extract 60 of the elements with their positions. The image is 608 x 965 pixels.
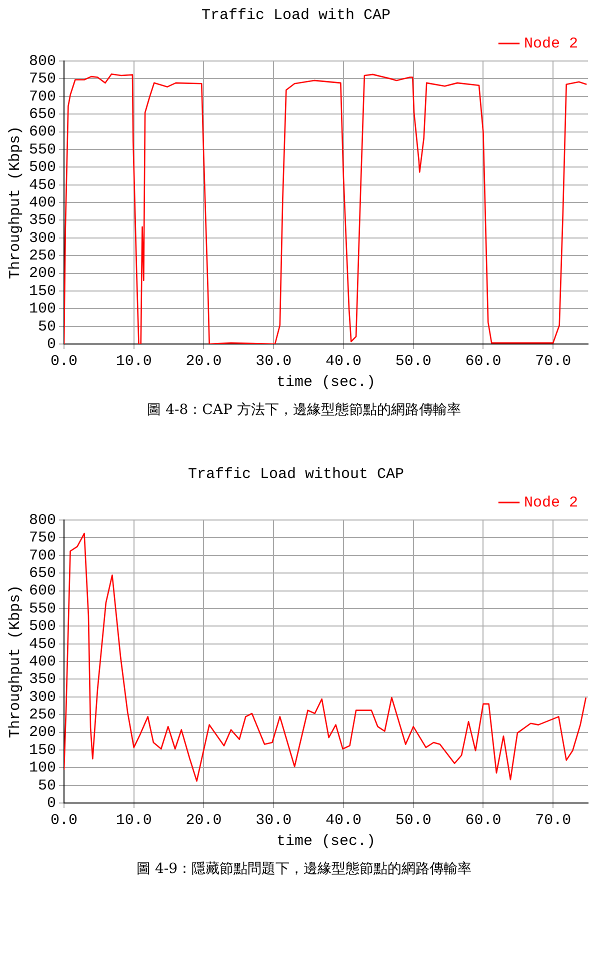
y-tick-label: 500 [28,618,56,636]
y-tick-label: 300 [28,688,56,706]
y-tick-label: 0 [46,794,56,812]
x-tick-label: 70.0 [535,812,572,829]
x-tick-label: 10.0 [116,812,152,829]
y-axis-title: Throughput (Kbps) [6,584,24,738]
y-tick-label: 150 [28,742,56,759]
y-tick-label: 650 [28,565,56,582]
x-tick-label: 30.0 [256,352,292,370]
x-axis-title: time (sec.) [276,374,376,391]
y-tick-label: 150 [28,282,56,300]
x-tick-label: 60.0 [465,352,502,370]
y-tick-label: 350 [28,212,56,230]
y-tick-label: 0 [46,336,56,353]
x-axis-title: time (sec.) [276,832,376,850]
x-tick-label: 10.0 [116,352,152,370]
y-tick-label: 500 [28,159,56,176]
x-tick-label: 60.0 [465,812,502,829]
y-tick-label: 350 [28,671,56,688]
y-tick-label: 400 [28,653,56,670]
x-tick-label: 50.0 [395,812,432,829]
x-tick-label: 50.0 [395,352,432,370]
y-tick-label: 600 [28,124,56,141]
y-tick-label: 450 [28,176,56,194]
y-tick-label: 800 [28,512,56,529]
x-tick-label: 70.0 [535,352,572,370]
y-tick-label: 100 [28,300,56,318]
y-tick-label: 300 [28,230,56,247]
y-tick-label: 750 [28,530,56,547]
chart-title: Traffic Load without CAP [188,466,404,483]
x-tick-label: 20.0 [186,352,222,370]
y-tick-label: 200 [28,265,56,282]
x-tick-label: 0.0 [50,812,78,829]
legend-label: Node 2 [524,35,578,52]
caption: 圖 4-9：隱藏節點問題下，邊緣型態節點的網路傳輸率 [136,860,472,878]
chart-title: Traffic Load with CAP [201,6,391,24]
y-tick-label: 250 [28,706,56,724]
y-tick-label: 550 [28,141,56,158]
y-tick-label: 700 [28,88,56,106]
y-tick-label: 250 [28,248,56,265]
caption: 圖 4-8：CAP 方法下，邊緣型態節點的網路傳輸率 [146,401,462,419]
x-tick-label: 40.0 [325,812,362,829]
y-tick-label: 400 [28,194,56,212]
y-tick-label: 800 [28,52,56,70]
y-tick-label: 200 [28,724,56,742]
legend-label: Node 2 [524,494,578,512]
y-tick-label: 50 [38,318,56,336]
x-tick-label: 0.0 [50,352,78,370]
x-tick-label: 40.0 [325,352,362,370]
y-tick-label: 450 [28,636,56,653]
y-axis-title: Throughput (Kbps) [6,126,24,280]
y-tick-label: 600 [28,582,56,600]
y-tick-label: 650 [28,106,56,124]
y-tick-label: 100 [28,760,56,777]
y-tick-label: 700 [28,547,56,564]
x-tick-label: 30.0 [256,812,292,829]
y-tick-label: 50 [38,777,56,794]
y-tick-label: 550 [28,600,56,618]
y-tick-label: 750 [28,70,56,88]
x-tick-label: 20.0 [186,812,222,829]
